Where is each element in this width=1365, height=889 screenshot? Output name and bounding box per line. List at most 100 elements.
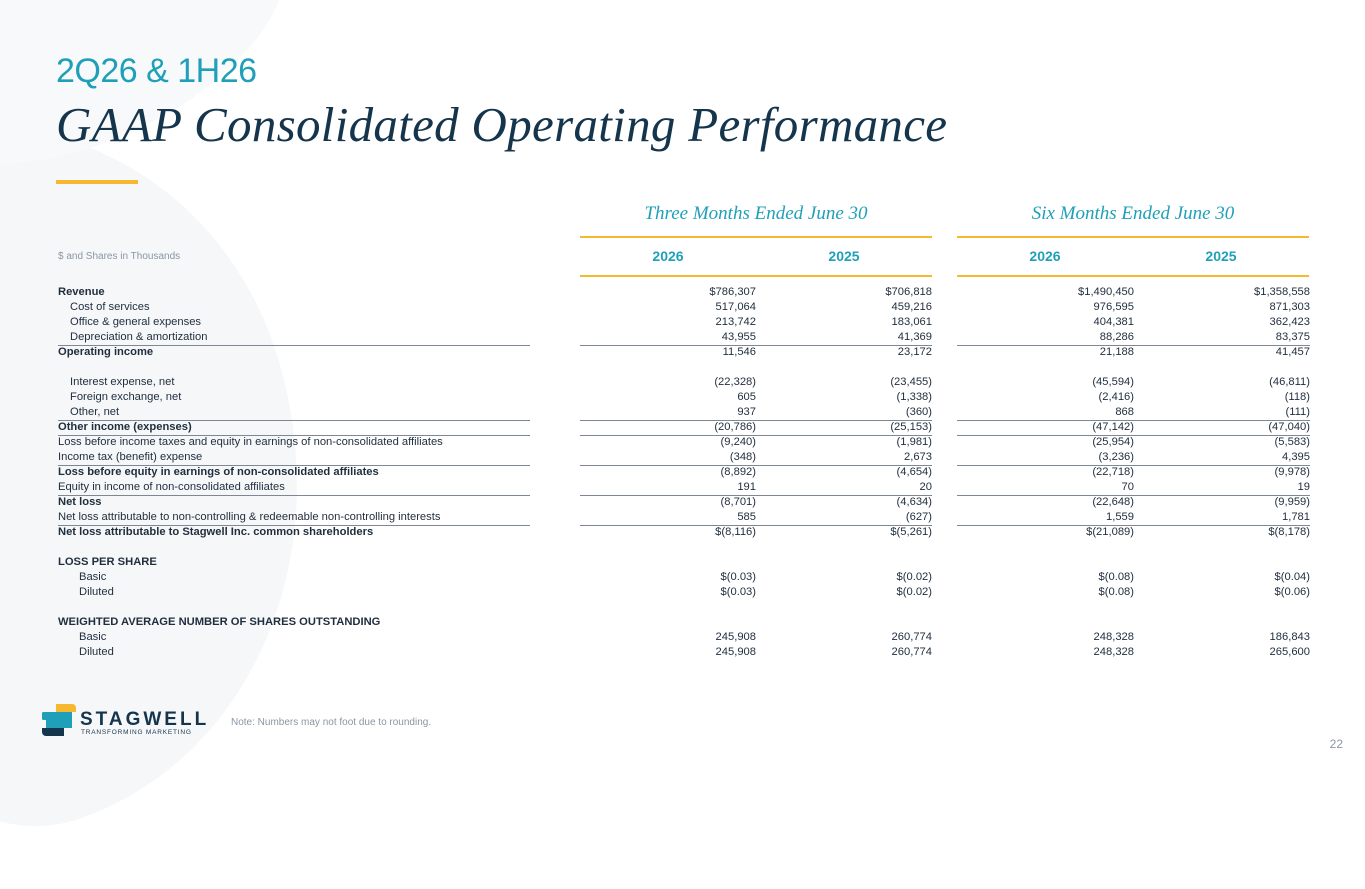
row-value: (22,328) bbox=[714, 376, 756, 388]
row-value: $(0.06) bbox=[1274, 586, 1310, 598]
row-value: 88,286 bbox=[1099, 331, 1134, 343]
row-value: $1,490,450 bbox=[1078, 286, 1134, 298]
row-value: 1,559 bbox=[1106, 511, 1134, 523]
row-value: 459,216 bbox=[891, 301, 932, 313]
row-label: LOSS PER SHARE bbox=[58, 556, 157, 568]
row-value: 404,381 bbox=[1093, 316, 1134, 328]
row-label: Income tax (benefit) expense bbox=[58, 451, 203, 463]
row-rule bbox=[957, 495, 1310, 496]
table-row: Depreciation & amortization 43,955 41,369 8… bbox=[58, 330, 1310, 345]
row-label: Net loss attributable to non-controlling… bbox=[58, 511, 441, 523]
period-rule-bottom-six bbox=[957, 275, 1309, 277]
row-value: 19 bbox=[1297, 481, 1310, 493]
row-value: (25,153) bbox=[890, 421, 932, 433]
page-number: 22 bbox=[1329, 737, 1343, 751]
row-value: 1,781 bbox=[1282, 511, 1310, 523]
row-label: Interest expense, net bbox=[70, 376, 175, 388]
row-rule bbox=[58, 495, 530, 496]
financial-table: Revenue $786,307 $706,818 $1,490,450 $1,358,… bbox=[58, 285, 1310, 660]
table-row: Interest expense, net (22,328) (23,455) (45… bbox=[58, 375, 1310, 390]
row-value: 868 bbox=[1115, 406, 1134, 418]
row-value: 871,303 bbox=[1269, 301, 1310, 313]
row-label: Diluted bbox=[79, 586, 114, 598]
row-value: (360) bbox=[905, 406, 932, 418]
row-rule bbox=[580, 345, 932, 346]
row-value: 605 bbox=[737, 391, 756, 403]
slide-subtitle: 2Q26 & 1H26 bbox=[56, 52, 257, 90]
row-value: (22,718) bbox=[1092, 466, 1134, 478]
row-value: (4,634) bbox=[896, 496, 932, 508]
table-row: Income tax (benefit) expense (348) 2,673 (3… bbox=[58, 450, 1310, 465]
row-label: Basic bbox=[79, 631, 107, 643]
table-row: Other income (expenses) (20,786) (25,153) (… bbox=[58, 420, 1310, 435]
row-value: (2,416) bbox=[1098, 391, 1134, 403]
row-value: (47,142) bbox=[1092, 421, 1134, 433]
table-row: Diluted $(0.03) $(0.02) $(0.08) $(0.06) bbox=[58, 585, 1310, 600]
year-header: 2026 bbox=[1029, 248, 1061, 264]
row-value: 245,908 bbox=[715, 631, 756, 643]
row-value: (8,701) bbox=[720, 496, 756, 508]
row-value: 183,061 bbox=[891, 316, 932, 328]
row-value: 43,955 bbox=[721, 331, 756, 343]
table-row: Cost of services 517,064 459,216 976,595 871… bbox=[58, 300, 1310, 315]
table-row: Basic 245,908 260,774 248,328 186,843 bbox=[58, 630, 1310, 645]
row-value: (1,338) bbox=[896, 391, 932, 403]
row-rule bbox=[58, 465, 530, 466]
row-value: (111) bbox=[1285, 406, 1310, 418]
row-label: Equity in income of non-consolidated aff… bbox=[58, 481, 285, 493]
row-value: 260,774 bbox=[891, 631, 932, 643]
table-row: Net loss attributable to non-controlling… bbox=[58, 510, 1310, 525]
row-value: 213,742 bbox=[715, 316, 756, 328]
row-value: (118) bbox=[1284, 391, 1310, 403]
year-header: 2025 bbox=[1205, 248, 1237, 264]
table-row: LOSS PER SHARE bbox=[58, 555, 1310, 570]
table-row: Diluted 245,908 260,774 248,328 265,600 bbox=[58, 645, 1310, 660]
row-value: (22,648) bbox=[1092, 496, 1134, 508]
row-value: (4,654) bbox=[896, 466, 932, 478]
row-value: 41,457 bbox=[1275, 346, 1310, 358]
row-label: Cost of services bbox=[70, 301, 150, 313]
row-rule bbox=[957, 525, 1310, 526]
row-label: Diluted bbox=[79, 646, 114, 658]
table-row: Office & general expenses 213,742 183,061 4… bbox=[58, 315, 1310, 330]
period-header-three-months: Three Months Ended June 30 bbox=[644, 203, 868, 224]
row-value: $1,358,558 bbox=[1254, 286, 1310, 298]
row-value: 517,064 bbox=[715, 301, 756, 313]
row-label: Other, net bbox=[70, 406, 120, 418]
row-value: 41,369 bbox=[897, 331, 932, 343]
row-value: 245,908 bbox=[715, 646, 756, 658]
row-value: 21,188 bbox=[1099, 346, 1134, 358]
row-value: (25,954) bbox=[1092, 436, 1134, 448]
row-value: 191 bbox=[737, 481, 756, 493]
table-row: Revenue $786,307 $706,818 $1,490,450 $1,358,… bbox=[58, 285, 1310, 300]
row-rule bbox=[580, 465, 932, 466]
row-value: 976,595 bbox=[1093, 301, 1134, 313]
table-spacer bbox=[58, 600, 1310, 615]
footnote: Note: Numbers may not foot due to roundi… bbox=[231, 717, 432, 728]
row-value: (8,892) bbox=[720, 466, 756, 478]
row-rule bbox=[58, 435, 530, 436]
row-rule bbox=[580, 435, 932, 436]
row-value: $(0.08) bbox=[1098, 571, 1134, 583]
period-rule-top-six bbox=[957, 236, 1309, 238]
table-spacer bbox=[58, 540, 1310, 555]
row-value: (9,978) bbox=[1274, 466, 1310, 478]
row-value: (20,786) bbox=[714, 421, 756, 433]
row-rule bbox=[957, 465, 1310, 466]
row-label: Operating income bbox=[58, 346, 154, 358]
row-value: $706,818 bbox=[885, 286, 932, 298]
row-value: (348) bbox=[729, 451, 756, 463]
row-value: 585 bbox=[737, 511, 756, 523]
row-value: 248,328 bbox=[1093, 631, 1134, 643]
row-value: (47,040) bbox=[1268, 421, 1310, 433]
row-value: 4,395 bbox=[1282, 451, 1310, 463]
row-value: $(0.02) bbox=[896, 586, 932, 598]
row-value: (9,959) bbox=[1274, 496, 1310, 508]
row-value: $(21,089) bbox=[1086, 526, 1134, 538]
row-value: $(0.08) bbox=[1098, 586, 1134, 598]
row-label: Other income (expenses) bbox=[58, 421, 192, 433]
row-rule bbox=[58, 525, 530, 526]
row-value: (627) bbox=[905, 511, 932, 523]
stagwell-logo: STAGWELL TRANSFORMING MARKETING bbox=[40, 704, 206, 741]
slide: 2Q26 & 1H26 GAAP Consolidated Operating … bbox=[40, 52, 1343, 751]
